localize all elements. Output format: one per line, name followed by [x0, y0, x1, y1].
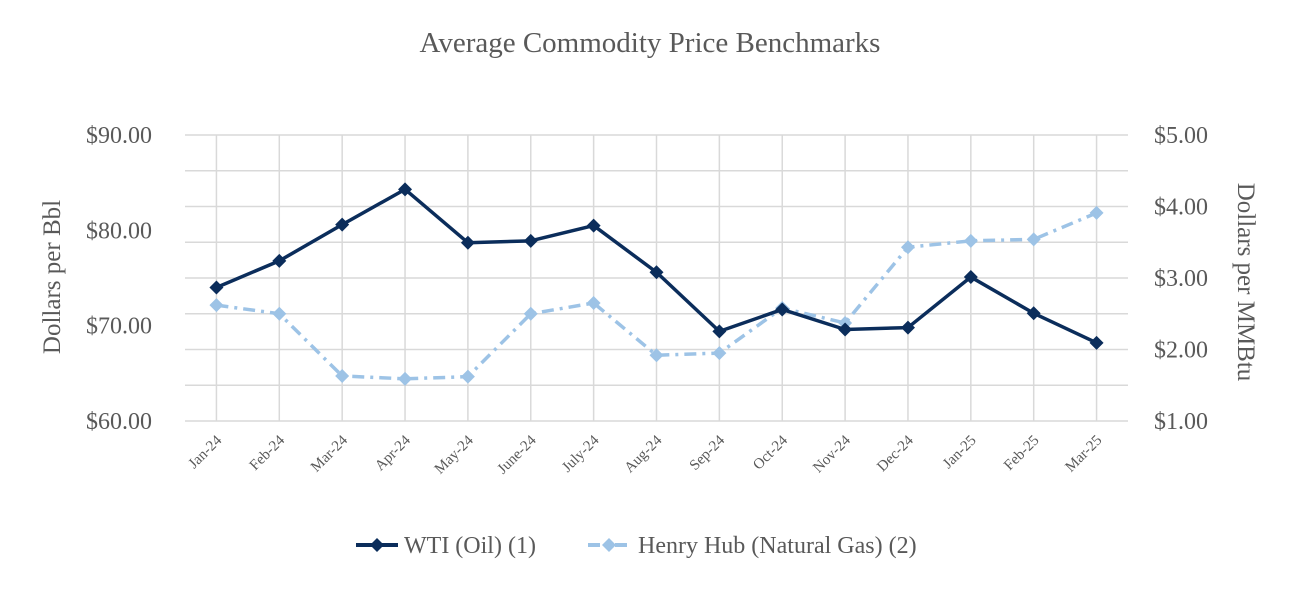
x-tick-label: Apr-24 — [372, 432, 414, 474]
data-point-henry-hub[interactable] — [272, 306, 287, 321]
data-point-wti[interactable] — [838, 322, 853, 337]
x-tick-label: Jan-25 — [940, 433, 980, 473]
data-point-wti[interactable] — [335, 217, 350, 232]
x-tick-label: Mar-25 — [1062, 433, 1105, 476]
right-axis-tick-label: $1.00 — [1154, 409, 1208, 435]
data-point-henry-hub[interactable] — [335, 368, 350, 383]
data-point-wti[interactable] — [775, 302, 790, 317]
data-point-henry-hub[interactable] — [963, 233, 978, 248]
data-point-wti[interactable] — [586, 218, 601, 233]
x-tick-label: Dec-24 — [874, 432, 917, 475]
right-axis-tick-label: $3.00 — [1154, 266, 1208, 292]
legend-item-wti[interactable]: WTI (Oil) (1) — [356, 533, 536, 559]
x-tick-label: Aug-24 — [622, 432, 666, 476]
left-axis-title: Dollars per Bbl — [39, 200, 66, 354]
right-axis-ticks: $1.00 $2.00 $3.00 $4.00 $5.00 — [1154, 123, 1208, 435]
data-point-henry-hub[interactable] — [460, 369, 475, 384]
data-point-wti[interactable] — [649, 265, 664, 280]
x-tick-label: Jan-24 — [186, 432, 226, 472]
left-axis-tick-label: $60.00 — [86, 409, 152, 435]
data-point-wti[interactable] — [712, 324, 727, 339]
data-point-henry-hub[interactable] — [1026, 232, 1041, 247]
left-axis-ticks: $60.00 $70.00 $80.00 $90.00 — [86, 123, 152, 435]
series-layer — [209, 182, 1104, 386]
data-point-henry-hub[interactable] — [523, 306, 538, 321]
right-axis-tick-label: $5.00 — [1154, 123, 1208, 149]
data-point-wti[interactable] — [900, 320, 915, 335]
series-wti — [209, 182, 1104, 350]
x-axis-ticks: Jan-24 Feb-24 Mar-24 Apr-24 May-24 June-24 Jul… — [186, 432, 1106, 477]
legend: WTI (Oil) (1) Henry Hub (Natural Gas) (2… — [356, 533, 917, 559]
x-tick-label: May-24 — [432, 432, 477, 477]
x-tick-label: Feb-24 — [247, 432, 289, 474]
x-tick-label: July-24 — [559, 432, 602, 475]
chart-title: Average Commodity Price Benchmarks — [420, 27, 881, 59]
data-point-wti[interactable] — [272, 253, 287, 268]
data-point-henry-hub[interactable] — [900, 240, 915, 255]
data-point-henry-hub[interactable] — [209, 298, 224, 313]
data-point-wti[interactable] — [460, 235, 475, 250]
data-point-wti[interactable] — [398, 182, 413, 197]
data-point-henry-hub[interactable] — [1089, 205, 1104, 220]
data-point-henry-hub[interactable] — [712, 346, 727, 361]
x-tick-label: Nov-24 — [810, 432, 854, 476]
data-point-wti[interactable] — [523, 233, 538, 248]
left-axis-tick-label: $80.00 — [86, 218, 152, 244]
x-tick-label: Mar-24 — [308, 432, 351, 475]
x-tick-label: Feb-25 — [1001, 433, 1042, 474]
left-axis-tick-label: $70.00 — [86, 314, 152, 340]
right-axis-tick-label: $4.00 — [1154, 195, 1208, 221]
legend-item-henry-hub[interactable]: Henry Hub (Natural Gas) (2) — [588, 533, 917, 559]
legend-label-wti: WTI (Oil) (1) — [404, 533, 536, 559]
series-line-henry-hub — [216, 211, 1098, 381]
data-point-wti[interactable] — [1026, 306, 1041, 321]
x-tick-label: June-24 — [495, 432, 540, 477]
left-axis-tick-label: $90.00 — [86, 123, 152, 149]
legend-marker-henry-hub — [602, 538, 616, 552]
data-point-wti[interactable] — [963, 270, 978, 285]
data-point-henry-hub[interactable] — [398, 371, 413, 386]
right-axis-title: Dollars per MMBtu — [1232, 183, 1259, 382]
legend-marker-wti — [370, 538, 384, 552]
data-point-wti[interactable] — [1089, 335, 1104, 350]
data-point-henry-hub[interactable] — [586, 296, 601, 311]
legend-label-henry-hub: Henry Hub (Natural Gas) (2) — [638, 533, 917, 559]
x-tick-label: Oct-24 — [750, 432, 791, 473]
right-axis-tick-label: $2.00 — [1154, 338, 1208, 364]
data-point-wti[interactable] — [209, 280, 224, 295]
x-tick-label: Sep-24 — [687, 432, 729, 474]
data-point-henry-hub[interactable] — [649, 348, 664, 363]
